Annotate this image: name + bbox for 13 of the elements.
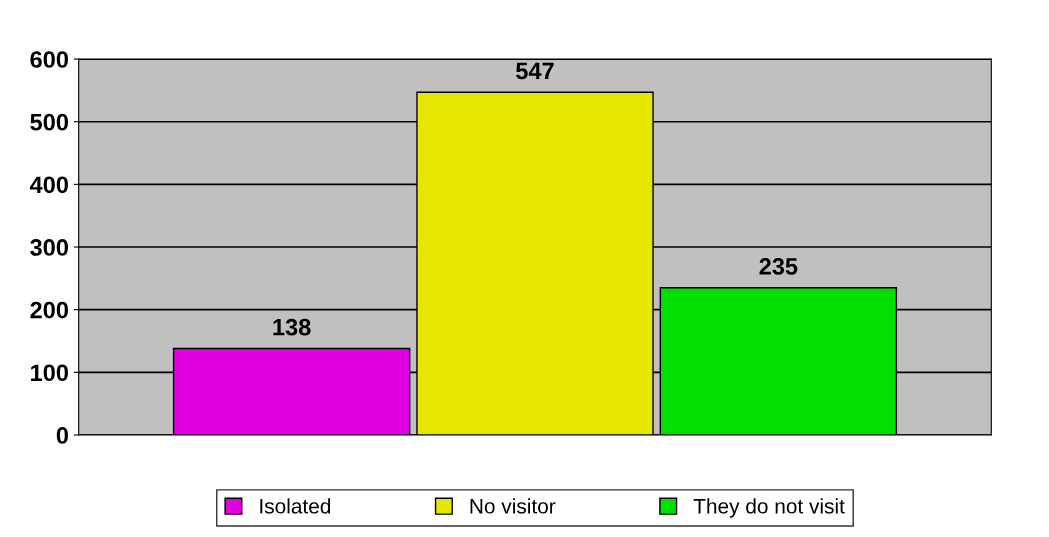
legend-label: They do not visit: [693, 498, 845, 518]
y-tick-label: 100: [31, 364, 68, 382]
y-tick-label: 200: [30, 301, 68, 319]
y-tick-label: 400: [29, 176, 68, 194]
data-label: 235: [759, 258, 798, 275]
y-tick-label: 0: [56, 427, 68, 444]
y-tick-label: 500: [30, 113, 68, 131]
data-label: 138: [273, 318, 311, 336]
legend-label: Isolated: [260, 498, 331, 514]
y-tick-label: 300: [30, 239, 68, 256]
data-label: 547: [516, 62, 554, 80]
legend-label: No visitor: [470, 498, 556, 514]
y-tick-label: 600: [30, 51, 68, 68]
